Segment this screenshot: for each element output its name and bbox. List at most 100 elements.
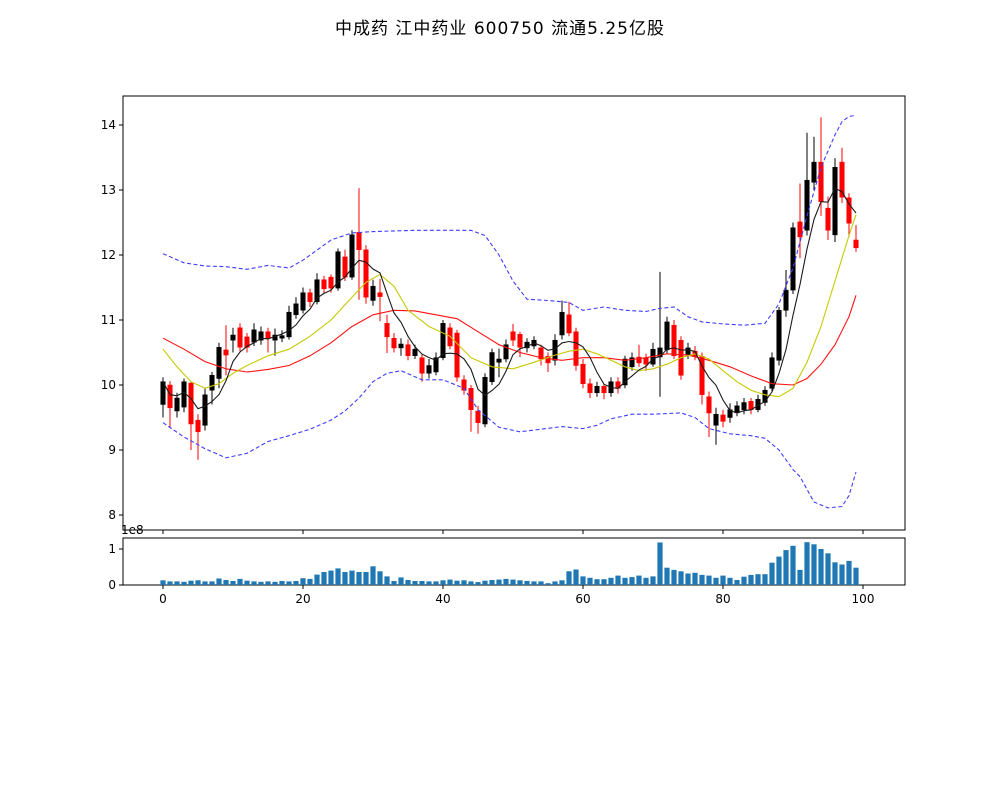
candle-body (258, 331, 264, 341)
volume-tick-label: 0 (108, 578, 116, 592)
volume-bar (559, 580, 565, 585)
volume-bar (265, 581, 271, 585)
candle-body (496, 358, 502, 363)
candle-body (706, 396, 712, 414)
volume-bar (468, 581, 474, 585)
candle-body (552, 339, 558, 361)
volume-bar (370, 566, 376, 585)
volume-bar (258, 581, 264, 585)
candle-body (167, 384, 173, 409)
candle-body (839, 161, 845, 198)
candle-body (370, 285, 376, 301)
volume-bar (314, 574, 320, 585)
price-tick-label: 14 (101, 118, 116, 132)
x-tick-label: 80 (715, 592, 730, 606)
candle-body (503, 344, 509, 360)
volume-bar (622, 577, 628, 585)
x-tick-label: 20 (295, 592, 310, 606)
volume-bar (713, 577, 719, 585)
volume-bar (685, 573, 691, 585)
candle-body (482, 376, 488, 425)
candle-body (475, 410, 481, 423)
ma-mid-line (162, 214, 857, 398)
candle-body (230, 334, 236, 341)
volume-bar (272, 581, 278, 585)
candle-body (188, 382, 194, 425)
candle-body (566, 314, 572, 334)
candle-body (174, 397, 180, 412)
candle-body (846, 197, 852, 224)
candle-body (517, 334, 523, 348)
candle-body (335, 251, 341, 289)
volume-bar (769, 562, 775, 585)
candle-body (307, 292, 313, 303)
volume-bar (818, 549, 824, 585)
volume-bar (692, 572, 698, 585)
volume-bar (517, 580, 523, 585)
volume-bar (195, 580, 201, 585)
candle-body (762, 389, 768, 403)
volume-bar (762, 574, 768, 585)
candle-body (797, 221, 803, 238)
ma-fast-line (162, 187, 857, 414)
candle-body (433, 357, 439, 373)
volume-bar (608, 577, 614, 585)
volume-bar (580, 576, 586, 585)
volume-bar (286, 581, 292, 585)
x-tick-label: 60 (575, 592, 590, 606)
candle-body (818, 161, 824, 202)
candle-body (811, 161, 817, 183)
candle-body (671, 324, 677, 357)
volume-bar (538, 581, 544, 585)
volume-tick-label: 1 (108, 542, 116, 556)
volume-bar (412, 581, 418, 585)
volume-bar (678, 571, 684, 585)
candle-body (237, 327, 243, 348)
volume-bar (426, 581, 432, 585)
candle-body (657, 347, 663, 358)
volume-bar (230, 581, 236, 585)
volume-bar (482, 580, 488, 585)
volume-bar (181, 581, 187, 585)
candle-body (545, 356, 551, 364)
candle-body (461, 379, 467, 391)
volume-bar (720, 575, 726, 585)
candle-body (426, 365, 432, 374)
volume-bar (405, 580, 411, 585)
volume-bar (524, 581, 530, 585)
volume-bar (811, 544, 817, 585)
x-tick-label: 40 (435, 592, 450, 606)
chart-title: 中成药 江中药业 600750 流通5.25亿股 (335, 19, 665, 39)
candle-body (377, 292, 383, 297)
candle-body (391, 337, 397, 349)
volume-bar (804, 542, 810, 585)
price-panel-frame (122, 95, 906, 531)
volume-bar (615, 575, 621, 585)
x-tick-label: 0 (159, 592, 167, 606)
candle-body (286, 311, 292, 338)
candle-body (314, 279, 320, 303)
volume-bar (419, 581, 425, 585)
candle-body (279, 335, 285, 339)
volume-bar (755, 574, 761, 585)
candle-body (244, 336, 250, 348)
candle-body (713, 413, 719, 426)
candle-body (321, 279, 327, 290)
candle-body (293, 303, 299, 316)
candle-body (384, 323, 390, 338)
volume-bar (573, 569, 579, 585)
volume-bar (300, 578, 306, 585)
candle-body (216, 347, 222, 379)
volume-bar (363, 572, 369, 585)
candle-body (825, 207, 831, 231)
volume-bar (216, 578, 222, 585)
candle-body (804, 179, 810, 231)
volume-bar (167, 581, 173, 585)
candle-body (356, 232, 362, 251)
candle-body (195, 419, 201, 433)
candle-body (741, 402, 747, 410)
candle-body (419, 357, 425, 374)
volume-bar (853, 567, 859, 585)
volume-bar (209, 581, 215, 585)
candle-body (363, 249, 369, 298)
